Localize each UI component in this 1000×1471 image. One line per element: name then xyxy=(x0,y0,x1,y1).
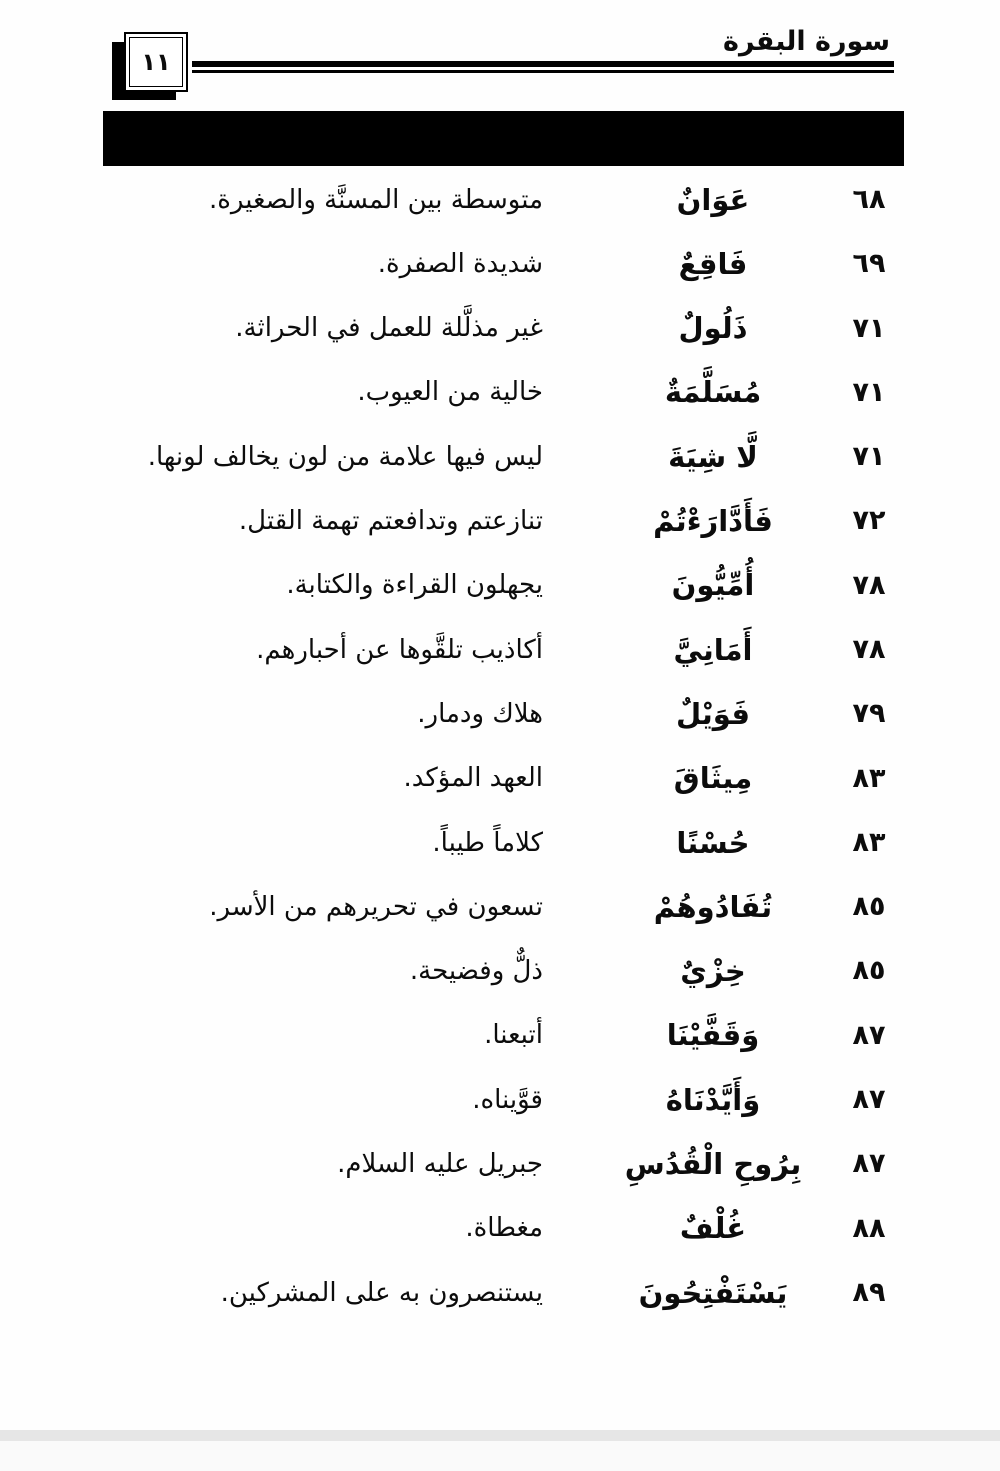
glossary-row: ٨٧ بِرُوحِ الْقُدُسِ جبريل عليه السلام. xyxy=(95,1132,905,1196)
verse-number: ٨٥ xyxy=(852,891,886,923)
glossary-table: ٦٨ عَوَانٌ متوسطة بين المسنَّة والصغيرة. ٦٩… xyxy=(95,168,905,1325)
word-meaning: العهد المؤكد. xyxy=(403,763,543,794)
surah-title: سورة البقرة xyxy=(723,26,890,57)
glossary-row: ٧١ مُسَلَّمَةٌ خالية من العيوب. xyxy=(95,361,905,425)
quran-word: يَسْتَفْتِحُونَ xyxy=(638,1275,788,1310)
next-page-edge xyxy=(0,1441,1000,1471)
word-meaning: ذلٌّ وفضيحة. xyxy=(409,956,543,987)
quran-word: أُمِّيُّونَ xyxy=(671,568,755,603)
verse-number: ٨٥ xyxy=(852,955,886,987)
word-meaning: قوَّيناه. xyxy=(472,1084,543,1115)
glossary-row: ٨٣ مِيثَاقَ العهد المؤكد. xyxy=(95,747,905,811)
word-meaning: هلاك ودمار. xyxy=(417,698,543,729)
quran-word: مِيثَاقَ xyxy=(673,761,753,796)
verse-number: ٨٣ xyxy=(852,826,886,858)
verse-number: ٦٩ xyxy=(852,248,886,280)
section-banner xyxy=(103,111,904,166)
word-meaning: ليس فيها علامة من لون يخالف لونها. xyxy=(147,441,543,472)
verse-number: ٨٣ xyxy=(852,762,886,794)
word-meaning: تنازعتم وتدافعتم تهمة القتل. xyxy=(238,506,543,537)
verse-number: ٧٨ xyxy=(852,569,886,601)
glossary-row: ٨٣ حُسْنًا كلاماً طيباً. xyxy=(95,811,905,875)
verse-number: ٧١ xyxy=(852,376,886,408)
word-meaning: جبريل عليه السلام. xyxy=(337,1149,543,1180)
quran-word: وَقَفَّيْنَا xyxy=(666,1018,760,1053)
glossary-row: ٨٧ وَقَفَّيْنَا أتبعنا. xyxy=(95,1004,905,1068)
glossary-row: ٧١ لَّا شِيَةَ ليس فيها علامة من لون يخالف… xyxy=(95,425,905,489)
word-meaning: أكاذيب تلقَّوها عن أحبارهم. xyxy=(256,634,543,665)
glossary-row: ٧٨ أَمَانِيَّ أكاذيب تلقَّوها عن أحبارهم. xyxy=(95,618,905,682)
glossary-row: ٧٨ أُمِّيُّونَ يجهلون القراءة والكتابة. xyxy=(95,554,905,618)
word-meaning: يجهلون القراءة والكتابة. xyxy=(286,570,543,601)
word-meaning: شديدة الصفرة. xyxy=(377,248,543,279)
quran-word: ذَلُولٌ xyxy=(678,311,748,346)
page-number-box: ١١ xyxy=(124,32,188,92)
word-meaning: غير مذلَّلة للعمل في الحراثة. xyxy=(235,313,543,344)
word-meaning: أتبعنا. xyxy=(484,1020,543,1051)
quran-word: فَأَدَّارَءْتُمْ xyxy=(653,504,773,539)
verse-number: ٨٧ xyxy=(852,1084,886,1116)
glossary-row: ٦٨ عَوَانٌ متوسطة بين المسنَّة والصغيرة. xyxy=(95,168,905,232)
word-meaning: يستنصرون به على المشركين. xyxy=(220,1277,543,1308)
quran-word: وَأَيَّدْنَاهُ xyxy=(665,1082,761,1117)
glossary-row: ٧١ ذَلُولٌ غير مذلَّلة للعمل في الحراثة. xyxy=(95,297,905,361)
quran-word: غُلْفٌ xyxy=(679,1211,747,1246)
verse-number: ٧٨ xyxy=(852,634,886,665)
glossary-row: ٨٧ وَأَيَّدْنَاهُ قوَّيناه. xyxy=(95,1068,905,1132)
book-page: سورة البقرة ١١ ٦٨ عَوَانٌ متوسطة بين المسن… xyxy=(95,26,905,1325)
glossary-row: ٨٨ غُلْفٌ مغطاة. xyxy=(95,1197,905,1261)
word-meaning: تسعون في تحريرهم من الأسر. xyxy=(209,891,543,922)
word-meaning: متوسطة بين المسنَّة والصغيرة. xyxy=(209,184,543,215)
quran-word: فَوَيْلٌ xyxy=(676,696,750,731)
quran-word: بِرُوحِ الْقُدُسِ xyxy=(624,1147,802,1182)
quran-word: لَّا شِيَةَ xyxy=(668,439,758,474)
glossary-row: ٨٥ تُفَادُوهُمْ تسعون في تحريرهم من الأسر. xyxy=(95,875,905,939)
verse-number: ٧٩ xyxy=(852,698,886,730)
verse-number: ٨٧ xyxy=(852,1148,886,1180)
verse-number: ٧١ xyxy=(852,312,886,344)
verse-number: ٨٧ xyxy=(852,1019,886,1051)
quran-word: تُفَادُوهُمْ xyxy=(653,889,773,924)
verse-number: ٧١ xyxy=(852,441,886,473)
glossary-row: ٧٢ فَأَدَّارَءْتُمْ تنازعتم وتدافعتم تهمة … xyxy=(95,489,905,553)
glossary-row: ٨٩ يَسْتَفْتِحُونَ يستنصرون به على المشركي… xyxy=(95,1261,905,1325)
page-gap-divider xyxy=(0,1430,1000,1441)
verse-number: ٨٩ xyxy=(852,1276,886,1308)
verse-number: ٦٨ xyxy=(852,183,886,215)
glossary-row: ٦٩ فَاقِعٌ شديدة الصفرة. xyxy=(95,232,905,296)
verse-number: ٧٢ xyxy=(852,505,886,537)
quran-word: فَاقِعٌ xyxy=(678,246,748,281)
quran-word: مُسَلَّمَةٌ xyxy=(664,375,762,410)
header-rule xyxy=(192,61,894,73)
word-meaning: خالية من العيوب. xyxy=(357,377,543,408)
quran-word: أَمَانِيَّ xyxy=(673,632,753,667)
quran-word: خِزْيٌ xyxy=(680,954,746,989)
quran-word: عَوَانٌ xyxy=(676,182,750,217)
glossary-row: ٨٥ خِزْيٌ ذلٌّ وفضيحة. xyxy=(95,940,905,1004)
word-meaning: كلاماً طيباً. xyxy=(432,827,543,858)
word-meaning: مغطاة. xyxy=(465,1213,543,1244)
verse-number: ٨٨ xyxy=(852,1212,886,1244)
glossary-row: ٧٩ فَوَيْلٌ هلاك ودمار. xyxy=(95,682,905,746)
page-number: ١١ xyxy=(141,48,171,76)
quran-word: حُسْنًا xyxy=(676,825,750,860)
